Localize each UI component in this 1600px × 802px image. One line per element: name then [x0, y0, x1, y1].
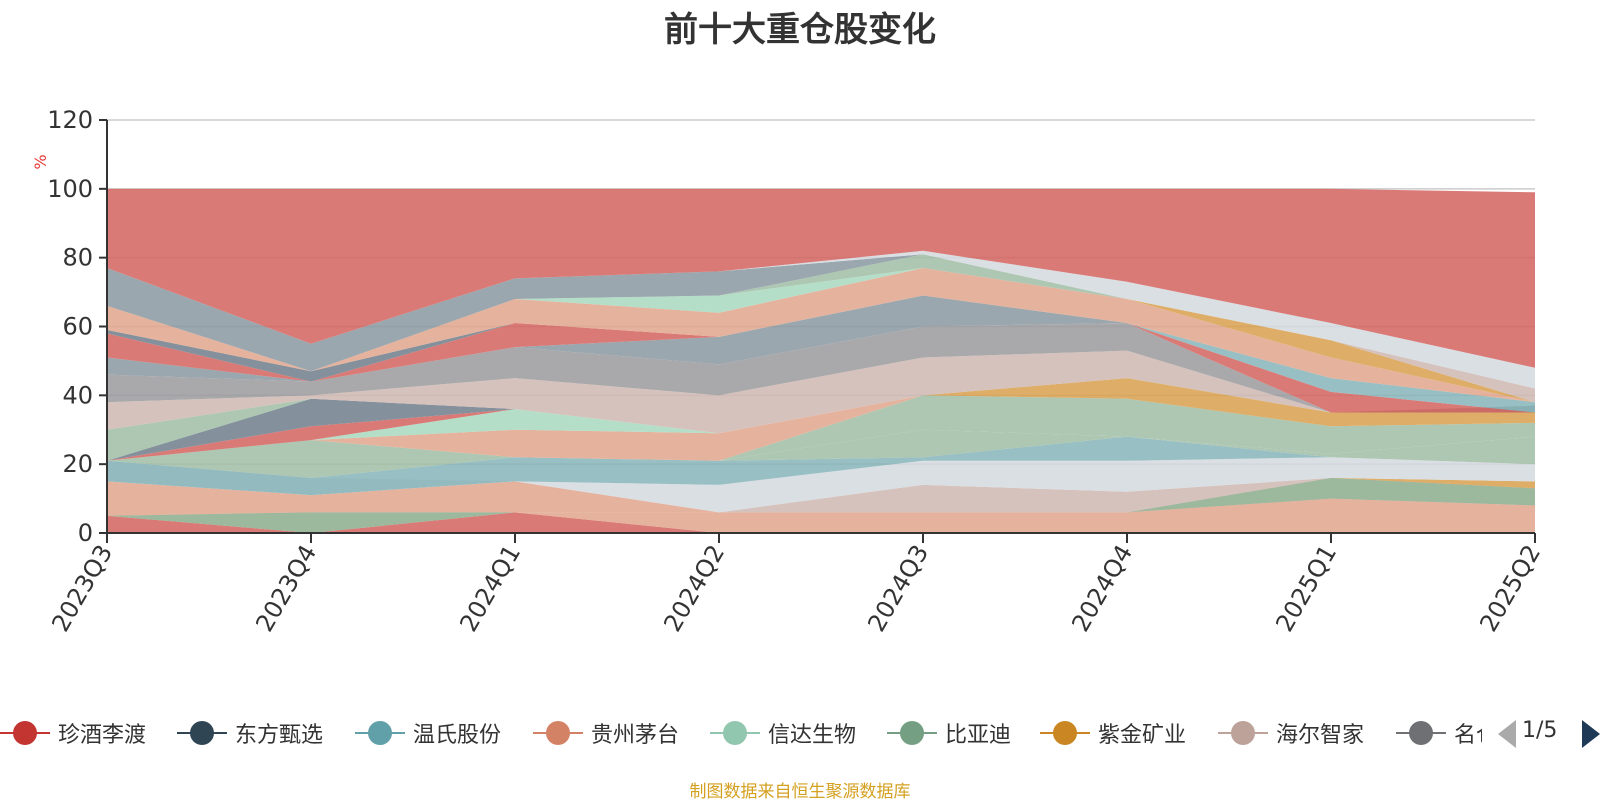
x-tick-label-5: 2024Q4 — [1066, 540, 1138, 636]
y-tick-label-4: 80 — [62, 244, 93, 272]
legend-item-7[interactable]: 海尔智家 — [1218, 716, 1364, 750]
area-band-14 — [107, 378, 1535, 461]
legend-item-2[interactable]: 温氏股份 — [355, 716, 501, 750]
legend-marker-icon — [533, 716, 583, 750]
area-band-28 — [107, 254, 1535, 389]
x-tick-label-0: 2023Q3 — [46, 540, 118, 636]
area-band-10 — [107, 378, 1535, 461]
legend-marker-icon — [1040, 716, 1090, 750]
legend-item-0[interactable]: 珍酒李渡 — [0, 716, 146, 750]
y-tick-label-2: 40 — [62, 381, 93, 409]
y-tick-label-6: 120 — [47, 106, 93, 134]
area-band-18 — [107, 295, 1535, 413]
area-band-4 — [107, 477, 1535, 513]
x-tick-label-3: 2024Q2 — [658, 540, 730, 636]
area-band-0 — [107, 512, 1535, 533]
y-tick-label-0: 0 — [78, 519, 93, 547]
x-tick-label-1: 2023Q4 — [250, 540, 322, 636]
legend-marker-icon — [887, 716, 937, 750]
area-band-23 — [107, 267, 1535, 403]
area-band-1 — [107, 498, 1535, 533]
legend-marker-icon — [0, 716, 50, 750]
y-tick-label-5: 100 — [47, 175, 93, 203]
area-band-17 — [107, 323, 1535, 413]
x-tick-label-4: 2024Q3 — [862, 540, 934, 636]
legend-label: 信达生物 — [768, 723, 857, 748]
legend-label: 东方甄选 — [235, 723, 324, 748]
area-band-11 — [107, 378, 1535, 461]
source-note: 制图数据来自恒生聚源数据库 — [689, 782, 911, 802]
area-bands — [107, 188, 1535, 533]
legend[interactable]: 珍酒李渡 东方甄选 温氏股份 贵州茅台 信达生物 比亚迪 紫金矿业 海尔智家 名仓 — [0, 716, 1482, 750]
y-tick-label-1: 20 — [62, 450, 93, 478]
area-band-7 — [107, 436, 1535, 496]
legend-item-3[interactable]: 贵州茅台 — [533, 716, 679, 750]
legend-label: 温氏股份 — [413, 723, 502, 748]
x-tick-label-6: 2025Q1 — [1270, 540, 1342, 636]
legend-label: 珍酒李渡 — [58, 723, 147, 748]
area-band-9 — [107, 395, 1535, 478]
legend-item-5[interactable]: 比亚迪 — [887, 716, 1011, 750]
legend-item-6[interactable]: 紫金矿业 — [1040, 716, 1186, 750]
area-band-8 — [107, 429, 1535, 478]
legend-label: 海尔智家 — [1276, 723, 1365, 748]
area-band-16 — [107, 350, 1535, 434]
area-band-20 — [107, 295, 1535, 413]
legend-marker-icon — [710, 716, 760, 750]
legend-next-arrow-icon[interactable] — [1582, 720, 1600, 748]
area-band-30 — [107, 188, 1535, 368]
y-axis-unit-label: % — [31, 154, 50, 169]
area-band-29 — [107, 250, 1535, 389]
area-band-26 — [107, 254, 1535, 403]
x-tick-label-2: 2024Q1 — [454, 540, 526, 636]
legend-item-8[interactable]: 名仓 — [1396, 716, 1482, 750]
area-band-3 — [107, 477, 1535, 533]
legend-label: 比亚迪 — [945, 723, 1012, 748]
legend-label: 贵州茅台 — [591, 723, 680, 748]
legend-page-indicator: 1/5 — [1522, 718, 1558, 743]
chart-title: 前十大重仓股变化 — [664, 10, 936, 50]
legend-item-4[interactable]: 信达生物 — [710, 716, 856, 750]
legend-prev-arrow-icon[interactable] — [1498, 720, 1516, 748]
x-tick-label-7: 2025Q2 — [1474, 540, 1546, 636]
legend-marker-icon — [355, 716, 405, 750]
legend-item-1[interactable]: 东方甄选 — [177, 716, 323, 750]
legend-label: 紫金矿业 — [1098, 723, 1187, 748]
legend-marker-icon — [177, 716, 227, 750]
legend-marker-icon — [1218, 716, 1268, 750]
legend-label: 名仓 — [1454, 723, 1482, 748]
y-tick-label-3: 60 — [62, 313, 93, 341]
legend-marker-icon — [1396, 716, 1446, 750]
legend-pager: 1/5 — [1498, 716, 1600, 750]
area-band-6 — [107, 457, 1535, 513]
